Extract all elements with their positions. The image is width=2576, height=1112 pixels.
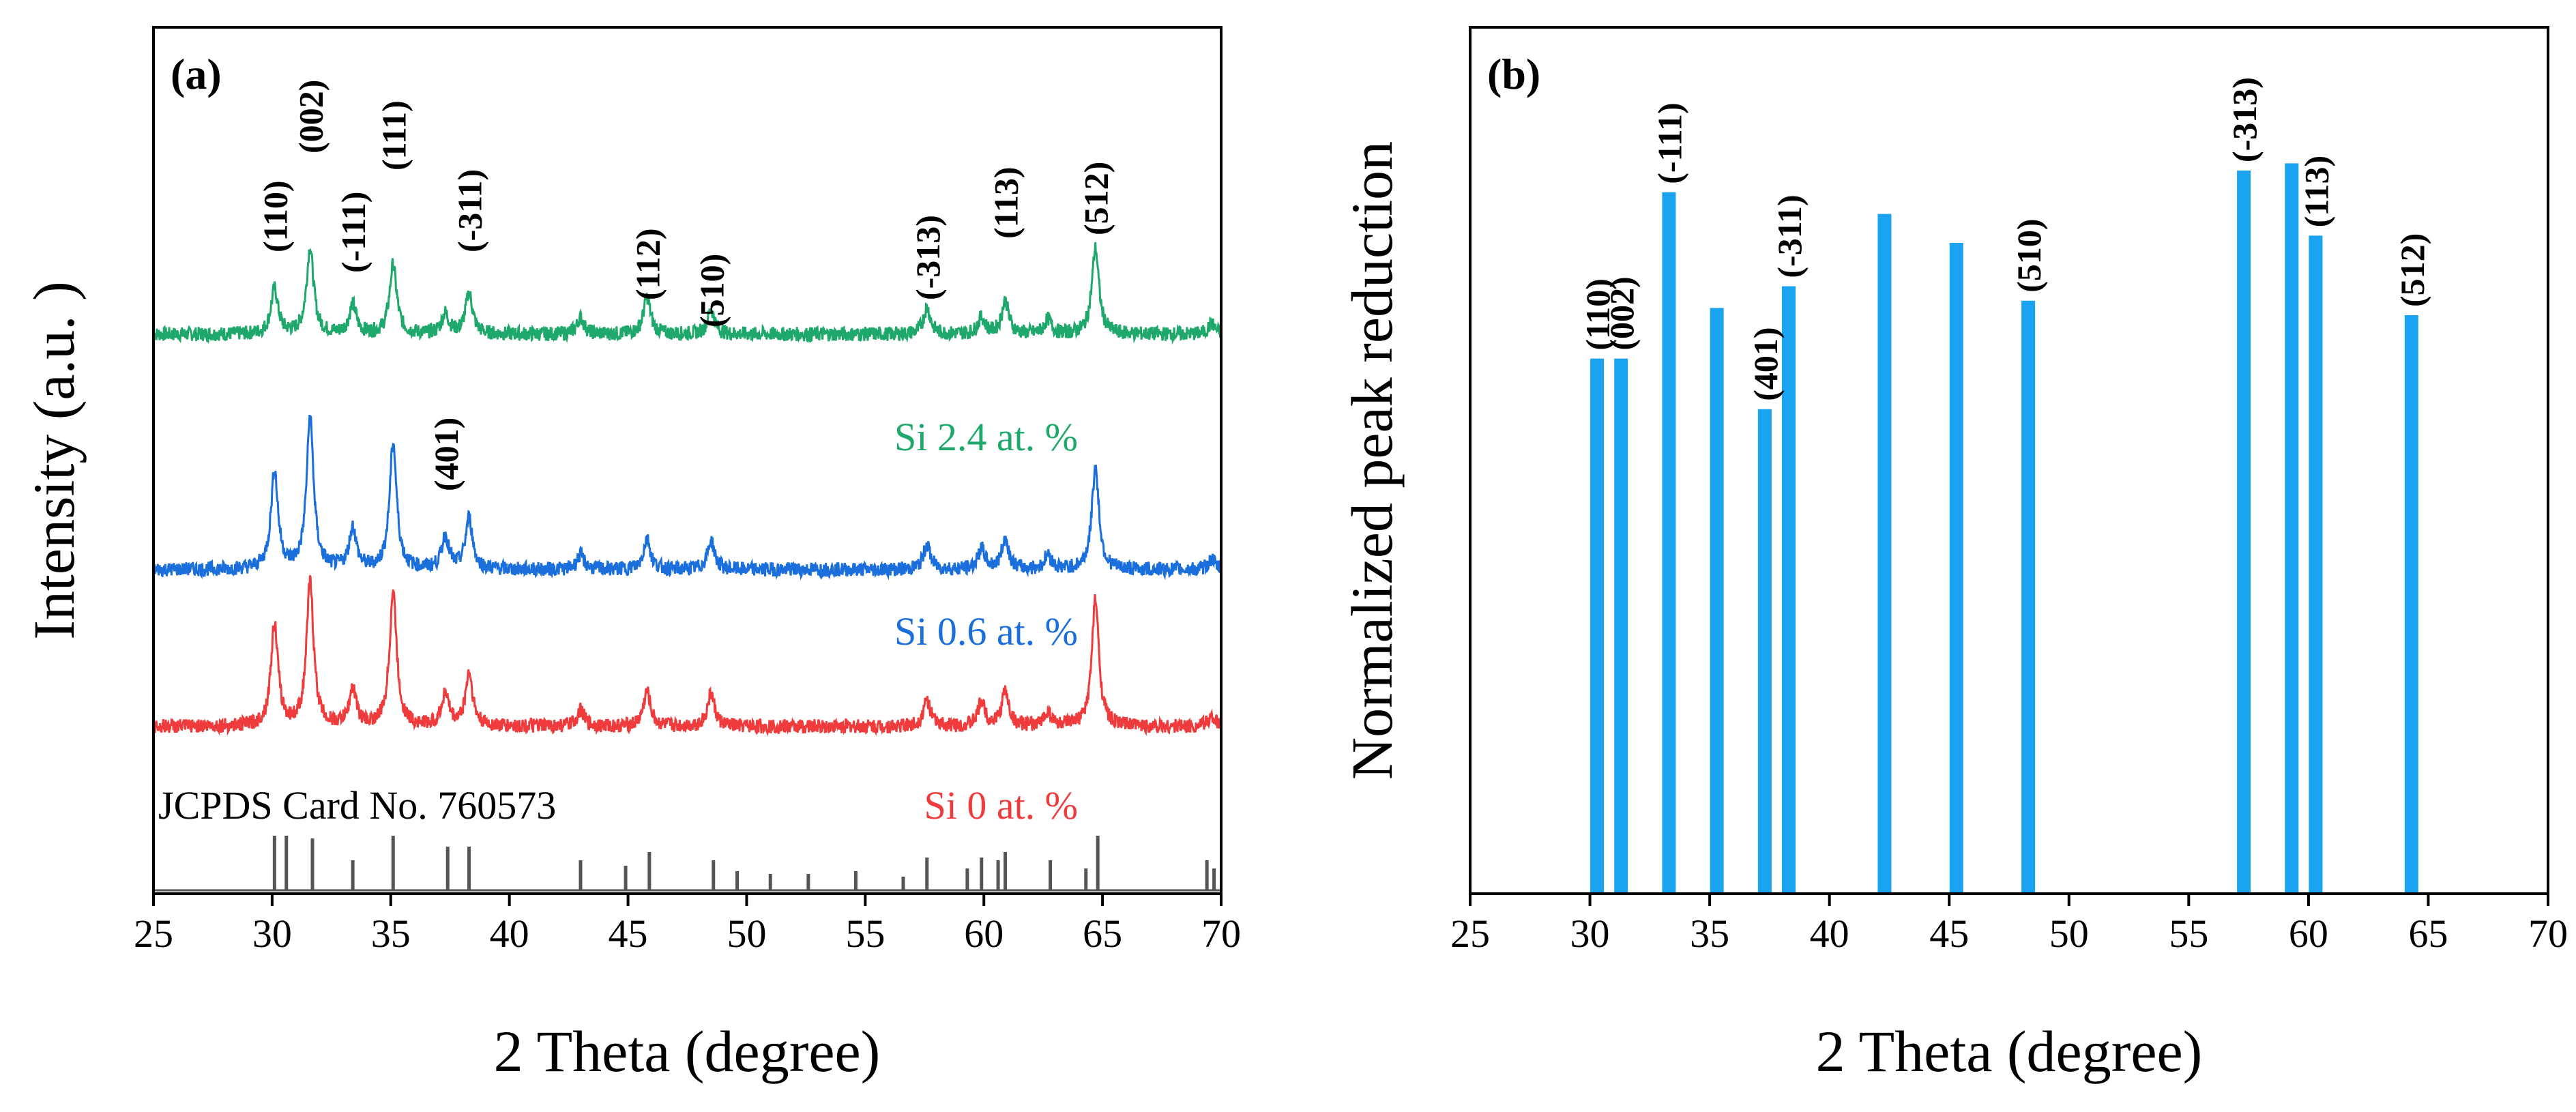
panel-b-bars bbox=[1590, 163, 2418, 894]
bar bbox=[1614, 358, 1628, 894]
series-line-3 bbox=[152, 575, 1222, 737]
bar bbox=[2237, 171, 2251, 894]
x-tick-label: 40 bbox=[490, 911, 529, 956]
bar bbox=[1590, 358, 1605, 894]
peak-label: (110) bbox=[256, 180, 294, 252]
bar-label: (401) bbox=[1746, 327, 1785, 400]
series-line-2 bbox=[152, 415, 1222, 581]
panel-b-frame bbox=[1469, 26, 2549, 895]
peak-label: (113) bbox=[987, 166, 1025, 239]
panel-b-peak-reduction: (110)(002) (-111) (401) (-311) (510) (-313) (1… bbox=[1339, 26, 2568, 1084]
panel-a-frame bbox=[152, 26, 1223, 895]
panel-b-label: (b) bbox=[1487, 50, 1540, 98]
bar bbox=[1877, 214, 1892, 894]
x-tick-label: 40 bbox=[1810, 911, 1849, 956]
bar-label: (-313) bbox=[2225, 77, 2264, 162]
bar bbox=[2285, 163, 2299, 894]
peak-label: (112) bbox=[628, 228, 667, 300]
bar bbox=[1710, 308, 1724, 894]
series-legend-label: Si 2.4 at. % bbox=[894, 415, 1078, 459]
x-tick-label: 25 bbox=[1450, 911, 1490, 956]
x-tick-label: 55 bbox=[845, 911, 885, 956]
bar bbox=[1757, 409, 1772, 894]
series-legend-label: Si 0 at. % bbox=[924, 783, 1078, 828]
panel-a-xrd-patterns: (110) (002) (-111)(111) (401) (-311) (112) (51… bbox=[21, 26, 1241, 1084]
x-tick-label: 55 bbox=[2169, 911, 2208, 956]
panel-b-x-axis-title: 2 Theta (degree) bbox=[1816, 1019, 2203, 1084]
peak-label: (512) bbox=[1077, 162, 1115, 235]
bar-label: (113) bbox=[2297, 156, 2335, 228]
panel-a-x-ticks: 25 30 35 40 45 50 55 60 65 70 bbox=[134, 894, 1241, 956]
panel-b-bar-labels: (110)(002) (-111) (401) (-311) (510) (-313) (1… bbox=[1579, 77, 2431, 401]
panel-a-series-layer bbox=[152, 242, 1222, 737]
bar bbox=[2309, 235, 2323, 894]
series-line-1 bbox=[152, 242, 1222, 345]
bar-label: (510) bbox=[2010, 218, 2048, 292]
panel-a-reference-lines bbox=[153, 836, 1221, 892]
peak-label: (-313) bbox=[909, 215, 947, 300]
x-tick-label: 60 bbox=[2289, 911, 2328, 956]
x-tick-label: 65 bbox=[2408, 911, 2448, 956]
bar-label: (002) bbox=[1602, 276, 1641, 350]
peak-label: (401) bbox=[427, 418, 465, 491]
x-tick-label: 70 bbox=[1201, 911, 1241, 956]
peak-label: (002) bbox=[292, 80, 330, 153]
bar bbox=[1781, 286, 1796, 894]
panel-a-peak-labels: (110) (002) (-111)(111) (401) (-311) (112) (51… bbox=[256, 80, 1115, 491]
x-tick-label: 30 bbox=[252, 911, 292, 956]
x-tick-label: 35 bbox=[371, 911, 411, 956]
x-tick-label: 50 bbox=[727, 911, 766, 956]
x-tick-label: 45 bbox=[609, 911, 648, 956]
bar-label: (-311) bbox=[1770, 194, 1809, 278]
peak-label: (-311) bbox=[451, 169, 489, 252]
x-tick-label: 35 bbox=[1690, 911, 1729, 956]
bar bbox=[2021, 300, 2036, 894]
x-tick-label: 60 bbox=[964, 911, 1004, 956]
bar-label: (-111) bbox=[1650, 102, 1688, 184]
panel-b-x-ticks: 25 30 35 40 45 50 55 60 65 70 bbox=[1450, 894, 2568, 956]
x-tick-label: 65 bbox=[1083, 911, 1122, 956]
bar bbox=[2404, 315, 2418, 894]
bar-label: (512) bbox=[2393, 233, 2431, 307]
panel-a-y-axis-title: Intensity (a.u. ) bbox=[21, 281, 87, 639]
x-tick-label: 45 bbox=[1929, 911, 1969, 956]
panel-a-series-legend: Si 2.4 at. % Si 0.6 at. % Si 0 at. % bbox=[894, 415, 1078, 828]
panel-a-label: (a) bbox=[171, 50, 222, 98]
series-legend-label: Si 0.6 at. % bbox=[894, 609, 1078, 654]
x-tick-label: 50 bbox=[2049, 911, 2089, 956]
x-tick-label: 25 bbox=[134, 911, 173, 956]
bar-label: (110) bbox=[1579, 278, 1617, 351]
x-tick-label: 30 bbox=[1570, 911, 1610, 956]
bar bbox=[1662, 192, 1676, 894]
peak-label: (510) bbox=[692, 254, 731, 327]
bar bbox=[1949, 243, 1963, 894]
peak-label: (-111) bbox=[334, 192, 372, 273]
peak-label: (111) bbox=[375, 100, 413, 171]
panel-b-y-axis-title: Normalized peak reduction bbox=[1339, 141, 1405, 780]
x-tick-label: 70 bbox=[2528, 911, 2568, 956]
panel-a-x-axis-title: 2 Theta (degree) bbox=[494, 1019, 881, 1084]
reference-card-label: JCPDS Card No. 760573 bbox=[158, 783, 556, 828]
bar-label: (-313) bbox=[2225, 77, 2264, 162]
